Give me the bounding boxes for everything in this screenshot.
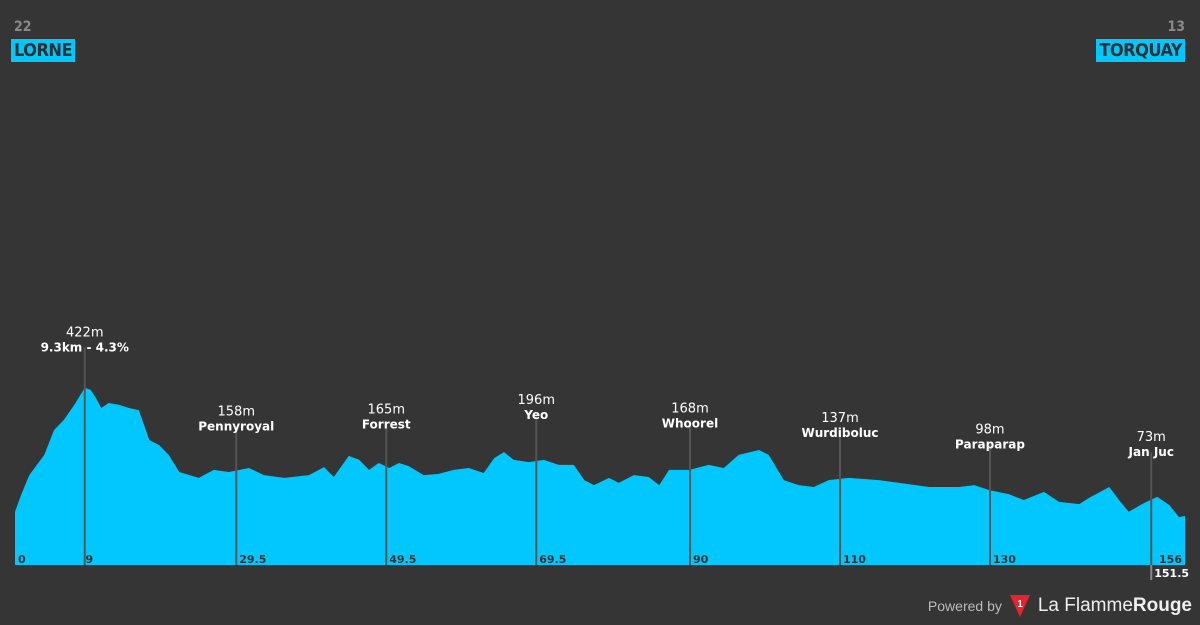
marker-name: Pennyroyal	[198, 420, 274, 434]
km-label: 0	[18, 553, 26, 566]
marker-elevation: 158m	[218, 405, 255, 420]
brand-name: La FlammeRouge	[1038, 595, 1192, 617]
brand-part-1: La Flamme	[1037, 595, 1133, 616]
flame-rouge-triangle-icon: 1	[1009, 595, 1030, 617]
start-number: 22	[14, 19, 32, 35]
marker-elevation: 137m	[821, 411, 858, 426]
km-label: 110	[843, 553, 866, 566]
km-label: 90	[693, 553, 709, 566]
elevation-area	[15, 387, 1185, 565]
marker-name: Yeo	[523, 408, 548, 422]
km-label: 29.5	[239, 553, 266, 566]
marker-elevation: 422m	[66, 325, 103, 340]
marker-elevation: 165m	[368, 403, 405, 418]
finish-city: TORQUAY	[1096, 39, 1185, 62]
marker-name: Whoorel	[662, 417, 718, 431]
marker-elevation: 73m	[1137, 430, 1166, 445]
km-label: 69.5	[539, 553, 566, 566]
start-city: LORNE	[11, 39, 76, 62]
marker-name: Paraparap	[955, 438, 1025, 452]
marker-name: 9.3km - 4.3%	[41, 340, 129, 354]
marker-elevation: 98m	[975, 423, 1004, 438]
finish-number: 13	[1167, 19, 1185, 35]
km-label: 9	[86, 553, 94, 566]
km-label: 130	[993, 553, 1016, 566]
marker-name: Jan Juc	[1128, 445, 1174, 459]
footer: Powered by 1 La FlammeRouge	[928, 595, 1192, 617]
brand-part-2: Rouge	[1132, 595, 1192, 616]
km-label: 156	[1159, 553, 1182, 566]
marker-name: Forrest	[362, 418, 411, 432]
svg-text:1: 1	[1017, 599, 1023, 610]
marker-name: Wurdiboluc	[801, 426, 878, 440]
km-label: 49.5	[389, 553, 416, 566]
marker-elevation: 196m	[518, 393, 555, 408]
powered-by-text: Powered by	[927, 598, 1002, 614]
km-label: 151.5	[1154, 567, 1189, 580]
marker-elevation: 168m	[671, 402, 708, 417]
